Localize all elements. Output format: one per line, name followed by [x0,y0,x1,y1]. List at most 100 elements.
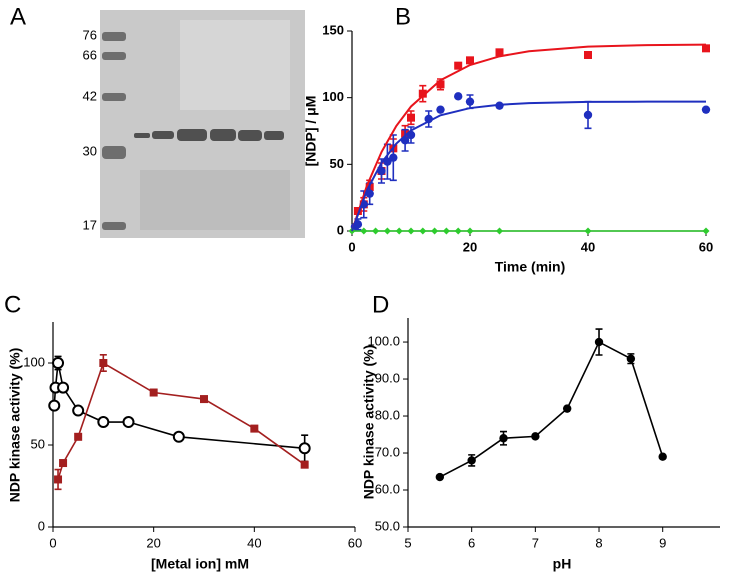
point [200,395,208,404]
point [496,227,503,235]
y-tick-label: 50 [330,156,344,171]
point [48,399,61,412]
x-tick-label: 6 [468,535,475,550]
x-tick-label: 5 [404,535,411,550]
panel-letter: B [395,3,411,30]
point [702,44,710,53]
point [466,56,474,65]
x-tick-label: 0 [49,535,56,550]
x-tick-label: 60 [348,535,362,550]
point [465,97,475,106]
y-tick-label: 60.0 [375,481,400,496]
point [99,359,108,367]
marker-label: 17 [83,217,97,232]
y-tick-label: 90.0 [375,370,400,385]
gel-image [100,10,305,238]
point [466,227,474,235]
point [419,227,427,235]
y-tick-label: 150 [322,22,344,37]
point [52,357,65,369]
point [365,189,374,198]
point [172,430,185,443]
x-tick-label: 60 [699,239,713,254]
point [122,416,135,429]
point [59,459,68,468]
x-tick-label: 7 [532,535,539,550]
series-line [351,43,707,232]
point [372,227,380,235]
panel-letter: D [372,291,389,318]
point [436,105,445,114]
y-axis-title: NDP kinase activity (%) [7,348,23,503]
series-line [439,340,664,478]
point [454,227,462,235]
point [74,432,83,441]
y-tick-label: 50.0 [375,518,400,533]
point [97,416,110,429]
point [436,80,445,89]
point [442,227,450,235]
point [149,388,158,397]
point [395,227,403,235]
ladder-bands [102,32,126,230]
x-tick-label: 20 [463,239,477,254]
series-line [57,361,306,480]
gel-light-area [180,20,290,110]
series-line [351,100,706,232]
sample-bands [134,129,284,141]
point [72,404,85,417]
point [584,51,592,59]
point [250,424,259,433]
x-tick-label: 40 [581,239,595,254]
y-axis-title: [NDP] / μM [303,96,319,167]
y-tick-label: 70.0 [375,444,400,459]
point [454,61,463,70]
point [383,157,392,166]
point [594,337,604,347]
point [300,460,309,469]
marker-label: 66 [83,47,97,62]
point [495,48,504,57]
x-tick-label: 0 [348,239,355,254]
point [701,105,711,114]
x-tick-label: 20 [146,535,160,550]
point [583,110,593,120]
y-tick-label: 50 [31,436,45,451]
point [626,354,636,363]
point [418,89,427,98]
point [407,227,415,235]
marker-label: 42 [83,88,97,103]
y-tick-label: 100 [23,354,45,369]
point [562,404,572,413]
point [499,434,508,443]
point [531,432,540,441]
x-axis-title: Time (min) [495,259,566,275]
marker-label: 76 [83,27,97,42]
y-tick-label: 0 [337,222,344,237]
x-axis-title: [Metal ion] mM [151,556,249,572]
y-tick-label: 100 [322,89,344,104]
point [298,442,311,455]
panel-letter: A [10,3,26,30]
point [467,456,476,465]
point [407,113,415,122]
point [584,227,592,235]
y-axis-title: NDP kinase activity (%) [361,345,377,500]
x-tick-label: 8 [595,535,602,550]
point [383,227,391,235]
point [658,452,667,461]
marker-label: 30 [83,143,97,158]
point [389,153,398,162]
gel-dark-area [140,170,290,230]
x-tick-label: 9 [659,535,666,550]
point [454,92,463,101]
point [360,227,368,235]
y-tick-label: 0 [38,518,45,533]
point [702,227,710,235]
y-tick-label: 100.0 [367,333,400,348]
point [54,475,63,484]
point [57,381,70,394]
x-axis-title: pH [553,556,572,572]
point [431,227,439,235]
